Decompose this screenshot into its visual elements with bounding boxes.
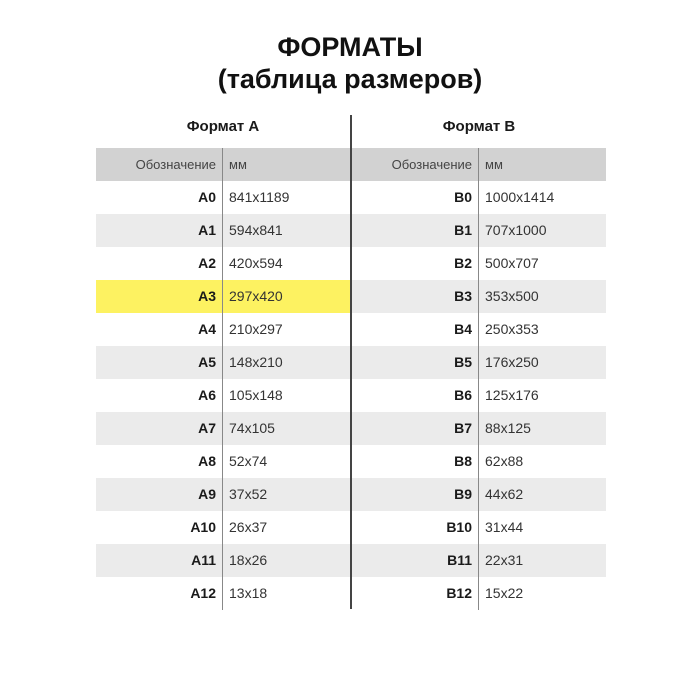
table-row: A0 841x1189: [96, 181, 350, 214]
table-row: B9 44x62: [352, 478, 606, 511]
table-row: B2 500x707: [352, 247, 606, 280]
format-name: B9: [352, 478, 479, 511]
table-row: A12 13x18: [96, 577, 350, 610]
format-name: A11: [96, 544, 223, 577]
format-name: A10: [96, 511, 223, 544]
format-size: 1000x1414: [485, 189, 555, 205]
format-name: B1: [352, 214, 479, 247]
table-row: B7 88x125: [352, 412, 606, 445]
format-size: 13x18: [229, 585, 268, 601]
table-row: A5 148x210: [96, 346, 350, 379]
format-size: 37x52: [229, 486, 268, 502]
format-name: A8: [96, 445, 223, 478]
format-name: A3: [96, 280, 223, 313]
format-size: 31x44: [485, 519, 524, 535]
table-row: B3 353x500: [352, 280, 606, 313]
format-name: A12: [96, 577, 223, 610]
format-size: 22x31: [485, 552, 524, 568]
format-name: A1: [96, 214, 223, 247]
table-row: A11 18x26: [96, 544, 350, 577]
table-row: A6 105x148: [96, 379, 350, 412]
format-name: A0: [96, 181, 223, 214]
table-row: A2 420x594: [96, 247, 350, 280]
table-row: A1 594x841: [96, 214, 350, 247]
format-size: 210x297: [229, 321, 283, 337]
format-size: 44x62: [485, 486, 524, 502]
format-size: 74x105: [229, 420, 275, 436]
format-name: B5: [352, 346, 479, 379]
format-name: B6: [352, 379, 479, 412]
format-size: 420x594: [229, 255, 283, 271]
table-row: B10 31x44: [352, 511, 606, 544]
format-name: B3: [352, 280, 479, 313]
format-size: 500x707: [485, 255, 539, 271]
format-size: 250x353: [485, 321, 539, 337]
format-size: 148x210: [229, 354, 283, 370]
format-name: A6: [96, 379, 223, 412]
header-designation: Обозначение: [96, 148, 223, 181]
format-name: B12: [352, 577, 479, 610]
header-mm: мм: [485, 157, 503, 172]
format-name: A5: [96, 346, 223, 379]
page-subtitle: (таблица размеров): [217, 64, 483, 94]
format-size: 15x22: [485, 585, 524, 601]
format-name: A9: [96, 478, 223, 511]
table-row: A10 26x37: [96, 511, 350, 544]
format-b-table: Формат В Обозначение мм B0 1000x1414 B1 707x10…: [352, 112, 606, 610]
table-header: Обозначение мм: [352, 148, 606, 181]
format-name: B2: [352, 247, 479, 280]
format-name: B8: [352, 445, 479, 478]
table-row: B0 1000x1414: [352, 181, 606, 214]
table-row: B6 125x176: [352, 379, 606, 412]
format-size: 707x1000: [485, 222, 547, 238]
table-row: A4 210x297: [96, 313, 350, 346]
format-size: 52x74: [229, 453, 268, 469]
table-row: B1 707x1000: [352, 214, 606, 247]
table-caption: Формат В: [442, 118, 516, 135]
format-name: A7: [96, 412, 223, 445]
format-size: 88x125: [485, 420, 531, 436]
table-row: B4 250x353: [352, 313, 606, 346]
format-name: B4: [352, 313, 479, 346]
format-size: 297x420: [229, 288, 283, 304]
format-size: 353x500: [485, 288, 539, 304]
format-size: 26x37: [229, 519, 268, 535]
column-divider: [350, 115, 352, 609]
format-size: 125x176: [485, 387, 539, 403]
table-row: A7 74x105: [96, 412, 350, 445]
table-row: A8 52x74: [96, 445, 350, 478]
format-size: 62x88: [485, 453, 524, 469]
header-designation: Обозначение: [352, 148, 479, 181]
table-row: B8 62x88: [352, 445, 606, 478]
table-row: A3 297x420: [96, 280, 350, 313]
header-mm: мм: [229, 157, 247, 172]
table-row: A9 37x52: [96, 478, 350, 511]
format-name: B11: [352, 544, 479, 577]
table-header: Обозначение мм: [96, 148, 350, 181]
format-size: 594x841: [229, 222, 283, 238]
format-name: B0: [352, 181, 479, 214]
table-row: B5 176x250: [352, 346, 606, 379]
format-size: 18x26: [229, 552, 268, 568]
format-name: A4: [96, 313, 223, 346]
table-row: B11 22x31: [352, 544, 606, 577]
format-size: 841x1189: [229, 189, 290, 205]
format-size: 176x250: [485, 354, 539, 370]
table-caption: Формат А: [186, 118, 260, 135]
format-name: B7: [352, 412, 479, 445]
format-a-table: Формат А Обозначение мм A0 841x1189 A1 594x841…: [96, 112, 350, 610]
table-row: B12 15x22: [352, 577, 606, 610]
page-title: ФОРМАТЫ: [277, 32, 423, 62]
format-name: A2: [96, 247, 223, 280]
format-name: B10: [352, 511, 479, 544]
format-size: 105x148: [229, 387, 283, 403]
